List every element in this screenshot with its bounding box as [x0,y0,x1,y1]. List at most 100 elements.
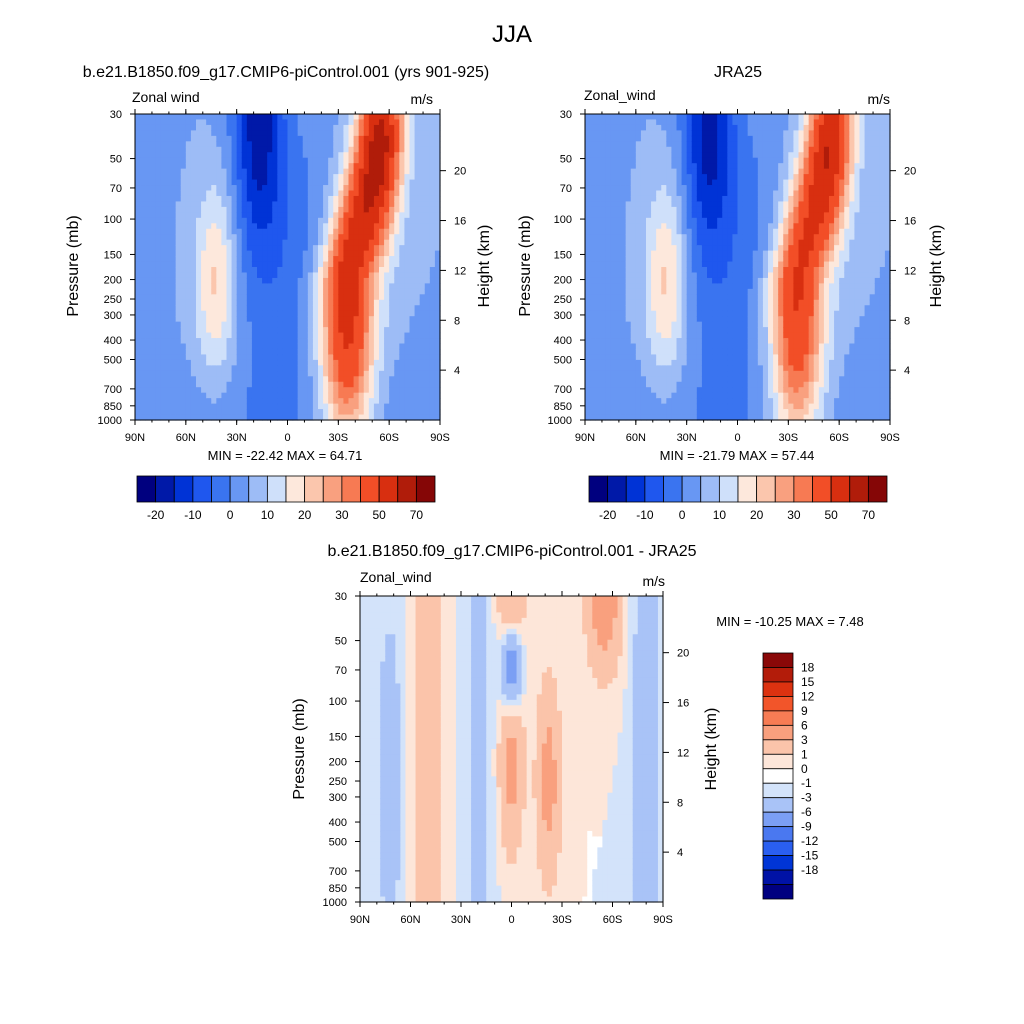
heatmap-cell [150,348,156,356]
heatmap-cell [206,327,212,334]
y-right-tick-label: 4 [454,365,460,377]
heatmap-cell [358,283,365,290]
heatmap-cell [160,212,167,219]
heatmap-cell [196,305,202,312]
heatmap-cell [180,234,187,241]
heatmap-cell [399,376,406,383]
heatmap-cell [287,163,294,170]
heatmap-cell [671,190,678,197]
heatmap-cell [165,387,172,394]
heatmap-cell [257,299,263,306]
heatmap-cell [206,338,212,345]
heatmap-cell [251,157,258,164]
heatmap-cell [150,370,156,377]
heatmap-cell [353,321,360,328]
heatmap-cell [676,392,683,399]
heatmap-cell [625,124,632,131]
heatmap-cell [666,239,673,246]
heatmap-cell [615,403,622,410]
heatmap-cell [630,206,637,213]
heatmap-cell [712,327,718,334]
heatmap-cell [681,146,688,153]
heatmap-cell [302,403,309,410]
heatmap-cell [140,381,146,388]
heatmap-cell [257,234,263,241]
heatmap-cell [429,321,436,328]
heatmap-cell [185,272,192,279]
heatmap-cell [605,267,612,274]
heatmap-cell [625,174,632,181]
heatmap-cell [338,409,345,416]
heatmap-cell [206,365,212,372]
heatmap-cell [292,299,299,306]
heatmap-cell [656,283,662,290]
heatmap-cell [610,381,617,388]
heatmap-cell [595,195,601,203]
heatmap-cell [651,141,657,148]
heatmap-cell [610,135,617,142]
heatmap-cell [389,288,395,295]
heatmap-cell [353,338,360,345]
heatmap-cell [379,250,385,257]
heatmap-cell [379,403,385,410]
heatmap-cell [363,195,370,203]
heatmap-cell [353,168,360,175]
heatmap-cell [302,272,309,279]
heatmap-cell [620,381,627,388]
heatmap-cell [429,348,436,356]
heatmap-cell [646,157,652,164]
heatmap-cell [160,381,167,388]
heatmap-cell [241,267,248,274]
heatmap-cell [175,228,182,235]
heatmap-cell [292,398,299,405]
heatmap-cell [267,195,273,203]
heatmap-cell [363,114,370,121]
heatmap-cell [661,179,667,186]
heatmap-cell [206,272,212,279]
heatmap-cell [625,398,632,405]
heatmap-cell [231,294,238,301]
heatmap-cell [389,206,395,213]
heatmap-cell [353,283,360,290]
heatmap-cell [409,288,416,295]
heatmap-cell [419,272,426,279]
heatmap-cell [379,195,385,203]
heatmap-cell [257,130,263,137]
heatmap-cell [302,245,309,252]
heatmap-cell [221,359,228,366]
heatmap-cell [363,163,370,170]
heatmap-cell [226,212,233,219]
heatmap-cell [353,239,360,246]
heatmap-cell [707,288,713,295]
heatmap-cell [267,267,273,274]
heatmap-cell [379,190,385,197]
heatmap-cell [368,305,375,312]
heatmap-cell [666,310,673,317]
heatmap-cell [363,338,370,345]
heatmap-cell [135,267,141,274]
heatmap-cell [287,348,294,356]
heatmap-cell [394,398,400,405]
heatmap-cell [185,124,192,131]
heatmap-cell [292,387,299,394]
heatmap-cell [318,157,324,164]
heatmap-cell [630,381,637,388]
heatmap-cell [389,124,395,131]
heatmap-cell [190,354,197,361]
heatmap-cell [140,409,146,416]
heatmap-cell [318,168,324,175]
heatmap-cell [384,316,390,323]
heatmap-cell [231,179,238,186]
heatmap-cell [409,152,416,159]
heatmap-cell [696,272,703,279]
heatmap-cell [409,403,416,410]
heatmap-cell [333,250,339,257]
heatmap-cell [312,283,319,290]
heatmap-cell [312,212,319,219]
heatmap-cell [620,370,627,377]
heatmap-cell [434,294,441,301]
heatmap-cell [651,157,657,164]
heatmap-cell [691,261,698,268]
heatmap-cell [226,228,233,235]
heatmap-cell [236,228,243,235]
